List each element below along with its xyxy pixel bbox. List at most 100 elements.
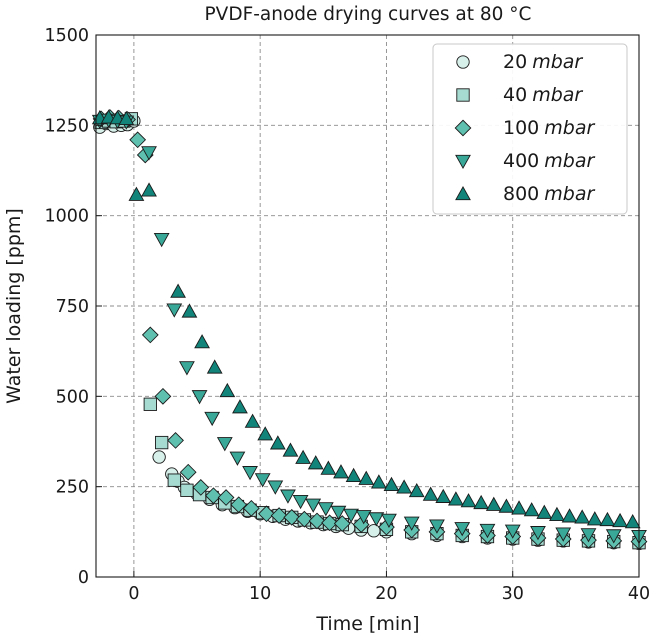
data-point xyxy=(448,491,464,506)
x-tick-label: 10 xyxy=(249,584,271,604)
data-point xyxy=(170,283,186,298)
data-point xyxy=(141,182,157,197)
legend-marker xyxy=(456,88,470,102)
data-point xyxy=(561,508,578,523)
data-point xyxy=(244,413,261,428)
legend-label: 800 mbar xyxy=(503,183,595,205)
data-point xyxy=(396,479,413,494)
y-tick-label: 1000 xyxy=(44,207,89,227)
data-point xyxy=(343,508,359,523)
data-point xyxy=(267,480,284,495)
legend-label: 100 mbar xyxy=(503,117,595,139)
x-tick-label: 20 xyxy=(375,584,397,604)
legend: 20 mbar 40 mbar 100 mbar 400 mbar 800 mbar xyxy=(432,43,628,215)
data-point xyxy=(191,390,208,405)
data-point xyxy=(153,232,170,248)
data-point xyxy=(555,527,572,542)
data-point xyxy=(129,131,147,149)
data-point xyxy=(152,450,166,464)
data-point xyxy=(473,494,490,510)
data-point xyxy=(179,361,195,376)
data-point xyxy=(205,487,222,505)
data-point xyxy=(479,523,496,539)
data-point xyxy=(242,466,258,481)
legend-box xyxy=(432,43,628,215)
data-point xyxy=(530,526,546,541)
data-marks xyxy=(91,108,648,551)
data-point xyxy=(254,473,271,488)
series-800-mbar xyxy=(91,109,641,529)
legend-label: 400 mbar xyxy=(503,150,595,172)
y-tick-label: 750 xyxy=(56,297,89,317)
data-point xyxy=(330,505,347,521)
data-point xyxy=(282,442,299,457)
data-point xyxy=(154,387,172,405)
x-tick-label: 30 xyxy=(502,584,524,604)
data-point xyxy=(605,529,622,544)
data-point xyxy=(612,512,628,528)
y-tick-label: 1250 xyxy=(44,116,89,136)
axis-ticks: 0 10 20 30 40 0 250 500 750 1000 1250 1500 xyxy=(44,26,650,604)
data-point xyxy=(192,479,210,496)
legend-marker xyxy=(454,119,472,137)
data-point xyxy=(381,513,397,528)
data-point xyxy=(624,514,641,529)
data-point xyxy=(155,435,169,450)
legend-marker xyxy=(455,185,471,201)
data-point xyxy=(511,500,527,515)
data-point xyxy=(194,334,210,349)
data-point xyxy=(320,460,337,475)
data-point xyxy=(295,449,311,464)
data-point xyxy=(232,399,248,414)
data-point xyxy=(523,502,540,517)
data-point xyxy=(422,486,439,501)
data-point xyxy=(504,524,521,539)
data-point xyxy=(180,483,194,497)
data-point xyxy=(204,411,221,427)
data-point xyxy=(230,496,248,514)
data-point xyxy=(580,528,597,543)
x-tick-label: 40 xyxy=(628,584,650,604)
data-point xyxy=(308,512,326,530)
data-point xyxy=(574,509,591,524)
data-point xyxy=(485,496,502,511)
data-point xyxy=(216,437,233,452)
data-point xyxy=(460,493,477,508)
data-point xyxy=(321,514,339,532)
x-axis-label: Time [min] xyxy=(315,613,419,635)
legend-marker xyxy=(455,154,471,170)
data-point xyxy=(217,489,235,506)
data-point xyxy=(283,508,301,526)
data-point xyxy=(333,464,349,479)
data-point xyxy=(141,146,157,161)
data-point xyxy=(181,303,198,318)
data-point xyxy=(454,522,471,537)
data-point xyxy=(367,524,381,538)
chart-title: PVDF-anode drying curves at 80 °C xyxy=(205,4,532,25)
data-point xyxy=(229,451,246,466)
y-tick-label: 500 xyxy=(56,387,89,407)
data-point xyxy=(269,435,286,450)
data-point xyxy=(368,512,385,527)
data-point xyxy=(242,499,260,517)
data-point xyxy=(167,473,181,487)
data-point xyxy=(128,186,145,201)
data-point xyxy=(270,507,288,524)
data-point xyxy=(295,510,313,528)
data-point xyxy=(167,432,184,449)
data-point xyxy=(536,504,553,519)
data-point xyxy=(403,516,420,531)
y-tick-label: 0 xyxy=(78,568,89,588)
data-point xyxy=(219,382,236,398)
y-axis-label: Water loading [ppm] xyxy=(3,208,25,404)
data-point xyxy=(358,470,375,485)
data-point xyxy=(257,426,274,441)
data-point xyxy=(258,505,275,523)
y-tick-label: 250 xyxy=(56,478,89,498)
data-point xyxy=(166,303,183,318)
data-point xyxy=(345,467,362,482)
data-point xyxy=(549,506,565,522)
data-point xyxy=(143,397,157,411)
